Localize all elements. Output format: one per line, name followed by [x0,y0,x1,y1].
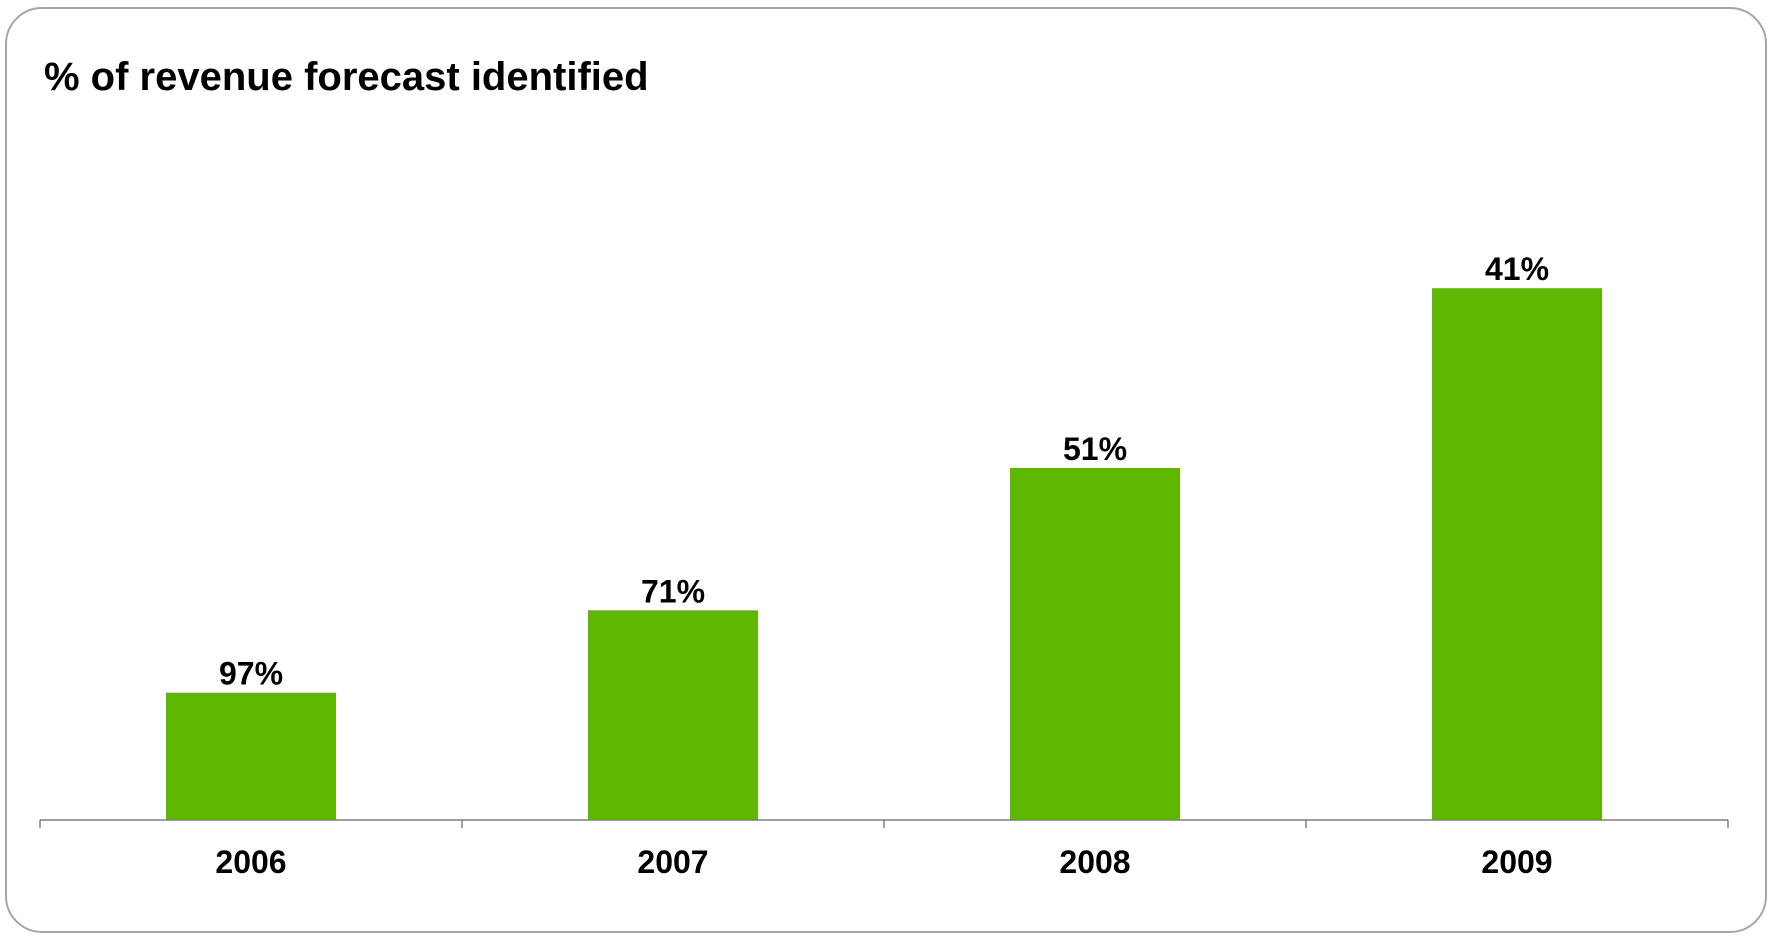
data-label-2008: 51% [1063,431,1127,467]
x-tick-label-2008: 2008 [1059,844,1130,880]
x-tick-label-2007: 2007 [637,844,708,880]
data-label-2007: 71% [641,573,705,609]
x-tick-label-2006: 2006 [215,844,286,880]
data-label-2009: 41% [1485,251,1549,287]
bar-2007 [588,610,758,820]
x-axis: 2006 2007 2008 2009 [39,819,1729,880]
data-label-2006: 97% [219,656,283,692]
bar-2009 [1432,288,1602,820]
chart-frame-border [5,7,1767,933]
bar-2008 [1010,468,1180,820]
bar-2006 [166,692,336,820]
chart-title: % of revenue forecast identified [44,55,649,99]
bars-layer: 97% 71% 51% 41% [166,251,1602,820]
x-tick-label-2009: 2009 [1481,844,1552,880]
